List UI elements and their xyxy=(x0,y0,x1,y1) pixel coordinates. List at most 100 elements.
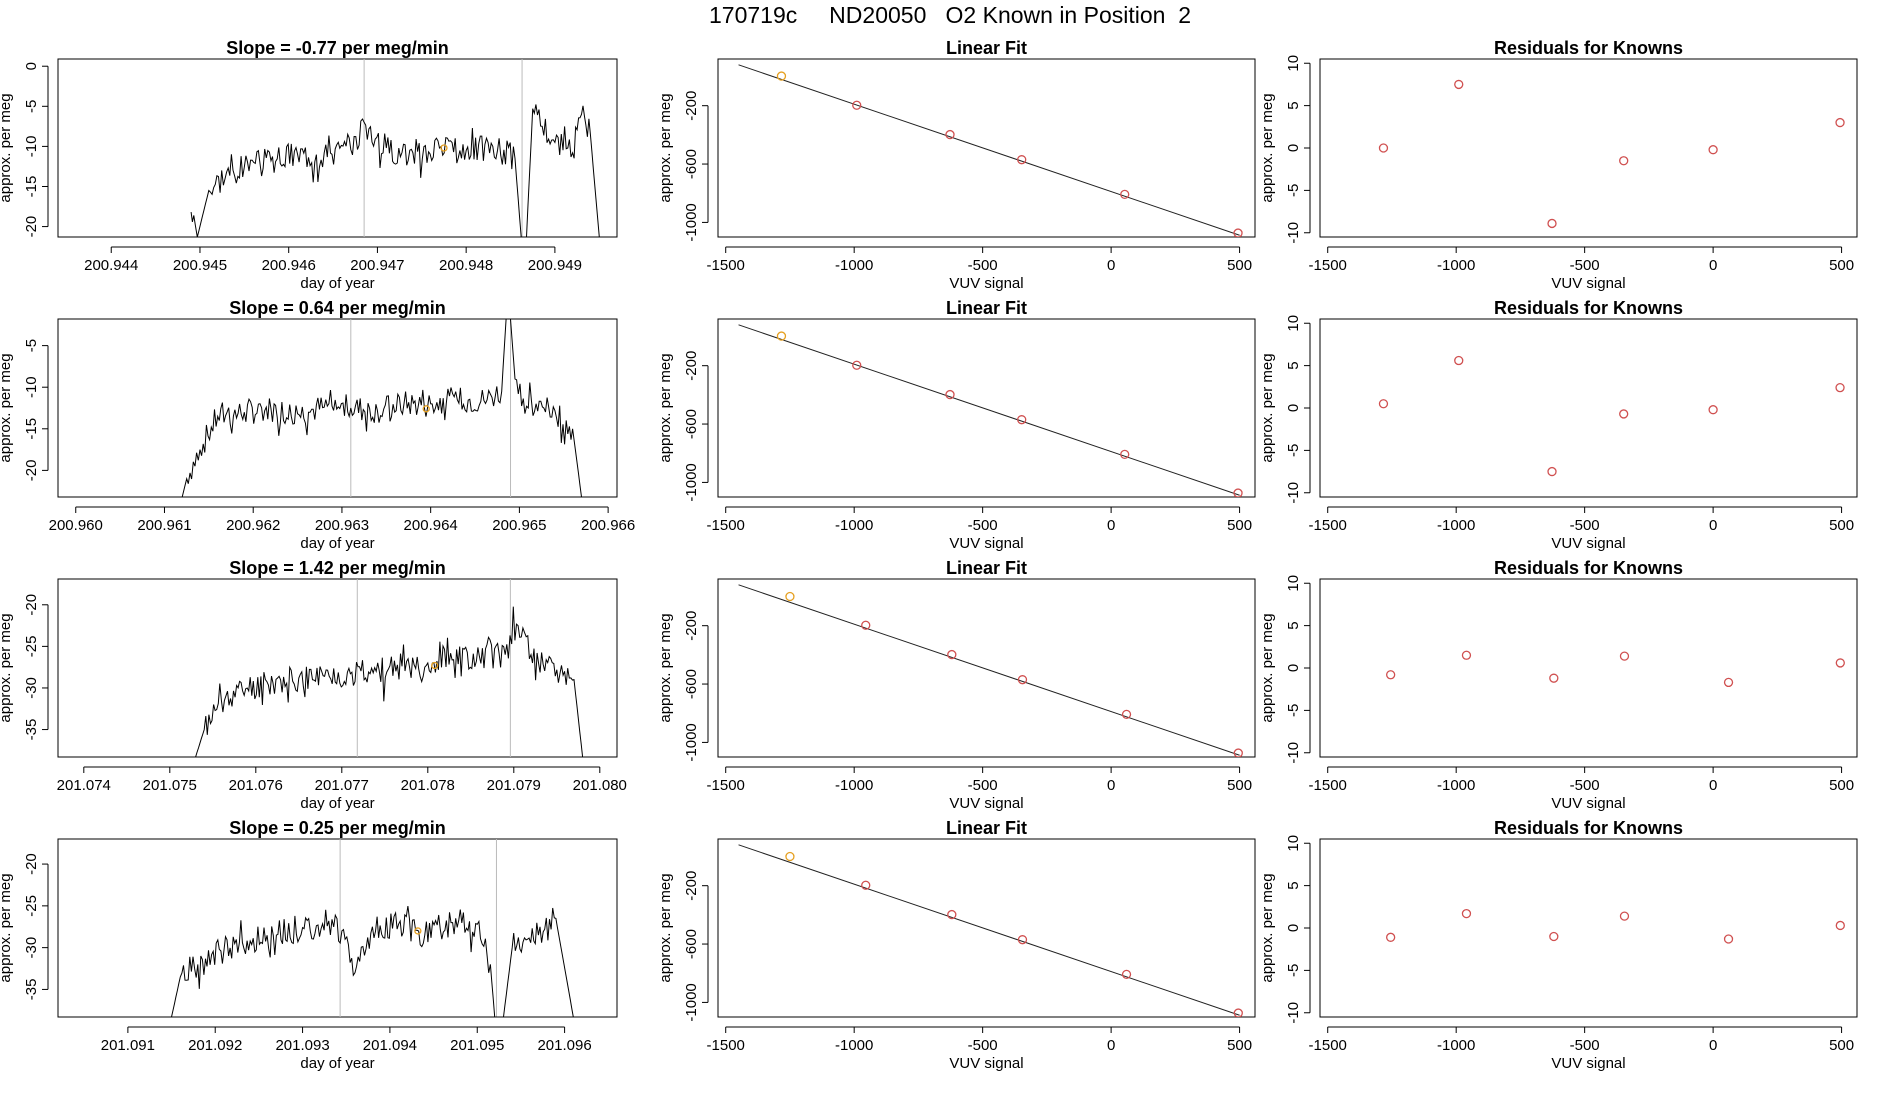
data-point xyxy=(1120,189,1130,200)
x-tick-label: 200.948 xyxy=(439,257,493,274)
chart-panel-9: Residuals for Knowns -1500 -1000 -500 0 500 VU… xyxy=(1259,558,1858,812)
x-tick-label: 500 xyxy=(1227,1037,1252,1054)
y-axis-label: approx. per meg xyxy=(657,93,674,202)
data-point xyxy=(1454,355,1464,366)
y-axis-label: approx. per meg xyxy=(0,353,14,462)
y-tick-label: -25 xyxy=(23,636,40,658)
x-tick-label: 201.074 xyxy=(57,777,111,794)
page-title: 170719c ND20050 O2 Known in Position 2 xyxy=(708,2,1192,28)
x-axis-label: VUV signal xyxy=(1551,275,1625,292)
data-point xyxy=(1619,156,1629,166)
y-tick-label: 0 xyxy=(1285,664,1302,672)
chart-panel-6: Residuals for Knowns -1500 -1000 -500 0 500 VU… xyxy=(1259,298,1858,552)
data-point xyxy=(1461,908,1472,919)
x-axis-label: day of year xyxy=(300,275,374,292)
data-point xyxy=(947,909,957,920)
y-tick-label: -1000 xyxy=(683,463,700,501)
data-point xyxy=(1378,399,1389,409)
y-tick-label: -10 xyxy=(23,136,40,158)
y-tick-label: -600 xyxy=(683,149,700,179)
x-tick-label: -500 xyxy=(1570,1037,1600,1054)
x-tick-label: -1000 xyxy=(1437,777,1475,794)
y-tick-label: -10 xyxy=(1285,742,1302,764)
data-point xyxy=(1017,415,1027,425)
x-tick-label: 201.077 xyxy=(315,777,369,794)
data-point xyxy=(1619,409,1629,419)
y-tick-label: -200 xyxy=(683,611,700,641)
x-tick-label: -1000 xyxy=(835,257,873,274)
known-marker xyxy=(422,405,430,413)
data-point xyxy=(1723,934,1734,944)
x-tick-label: 200.963 xyxy=(315,517,369,534)
y-tick-label: 5 xyxy=(1285,881,1302,889)
data-point xyxy=(861,620,871,630)
y-axis-label: approx. per meg xyxy=(0,613,14,722)
x-tick-label: -500 xyxy=(1570,777,1600,794)
plot-area xyxy=(171,839,574,1017)
y-tick-label: -30 xyxy=(23,677,40,699)
x-tick-label: 200.965 xyxy=(492,517,546,534)
data-trace xyxy=(171,906,574,1017)
y-axis-label: approx. per meg xyxy=(657,873,674,982)
data-point xyxy=(1120,449,1130,460)
y-tick-label: 5 xyxy=(1285,361,1302,369)
y-tick-label: -1000 xyxy=(683,723,700,761)
plot-area xyxy=(738,584,1243,757)
x-tick-label: 201.095 xyxy=(450,1037,504,1054)
fit-line xyxy=(738,844,1240,1016)
x-axis-label: VUV signal xyxy=(1551,1055,1625,1072)
data-point xyxy=(1549,931,1559,942)
x-tick-label: 200.962 xyxy=(226,517,280,534)
y-axis-label: approx. per meg xyxy=(657,613,674,722)
y-tick-label: 0 xyxy=(1285,404,1302,412)
data-point xyxy=(785,591,795,602)
x-tick-label: -1000 xyxy=(835,517,873,534)
y-tick-label: -1000 xyxy=(683,983,700,1021)
fit-line xyxy=(738,64,1240,236)
data-trace xyxy=(195,606,584,757)
x-tick-label: 500 xyxy=(1227,517,1252,534)
x-tick-label: 200.944 xyxy=(84,257,138,274)
data-point xyxy=(1233,488,1243,497)
x-tick-label: -500 xyxy=(968,1037,998,1054)
y-axis-label: approx. per meg xyxy=(0,93,14,202)
y-tick-label: -20 xyxy=(23,853,40,875)
data-point xyxy=(1121,709,1132,720)
plot-frame xyxy=(1319,578,1858,758)
x-tick-label: -1500 xyxy=(1309,777,1347,794)
data-point xyxy=(1547,218,1557,229)
y-tick-label: -1000 xyxy=(683,203,700,241)
chart-title: Residuals for Knowns xyxy=(1494,558,1683,578)
chart-panel-4: Slope = 0.64 per meg/min 200.960 200.961 20… xyxy=(0,298,635,552)
y-tick-label: -5 xyxy=(1285,444,1302,457)
x-tick-label: -1000 xyxy=(1437,517,1475,534)
x-axis-label: VUV signal xyxy=(1551,795,1625,812)
x-tick-label: 500 xyxy=(1829,777,1854,794)
x-tick-label: -1000 xyxy=(1437,257,1475,274)
y-axis-label: approx. per meg xyxy=(657,353,674,462)
data-point xyxy=(1708,405,1718,415)
y-tick-label: -20 xyxy=(23,216,40,238)
chart-panel-1: Slope = -0.77 per meg/min 200.944 200.945 2… xyxy=(0,38,618,292)
x-axis-label: VUV signal xyxy=(1551,535,1625,552)
x-tick-label: 200.949 xyxy=(528,257,582,274)
data-point xyxy=(1708,145,1718,155)
plot-frame xyxy=(717,838,1256,1018)
data-point xyxy=(1547,466,1557,477)
known-marker xyxy=(431,661,439,670)
plot-frame xyxy=(1319,318,1858,498)
plot-frame xyxy=(717,318,1256,498)
y-tick-label: -30 xyxy=(23,937,40,959)
chart-title: Residuals for Knowns xyxy=(1494,818,1683,838)
chart-panel-2: Linear Fit -1500 -1000 -500 0 500 VUV signal -2… xyxy=(657,38,1256,292)
y-tick-label: -35 xyxy=(23,719,40,741)
data-point xyxy=(1017,155,1027,165)
plot-frame xyxy=(57,578,618,758)
data-point xyxy=(1386,932,1396,942)
x-tick-label: 200.947 xyxy=(350,257,404,274)
known-marker xyxy=(440,144,448,152)
x-tick-label: 500 xyxy=(1227,777,1252,794)
y-tick-label: -200 xyxy=(683,871,700,901)
data-point xyxy=(1233,1008,1243,1017)
